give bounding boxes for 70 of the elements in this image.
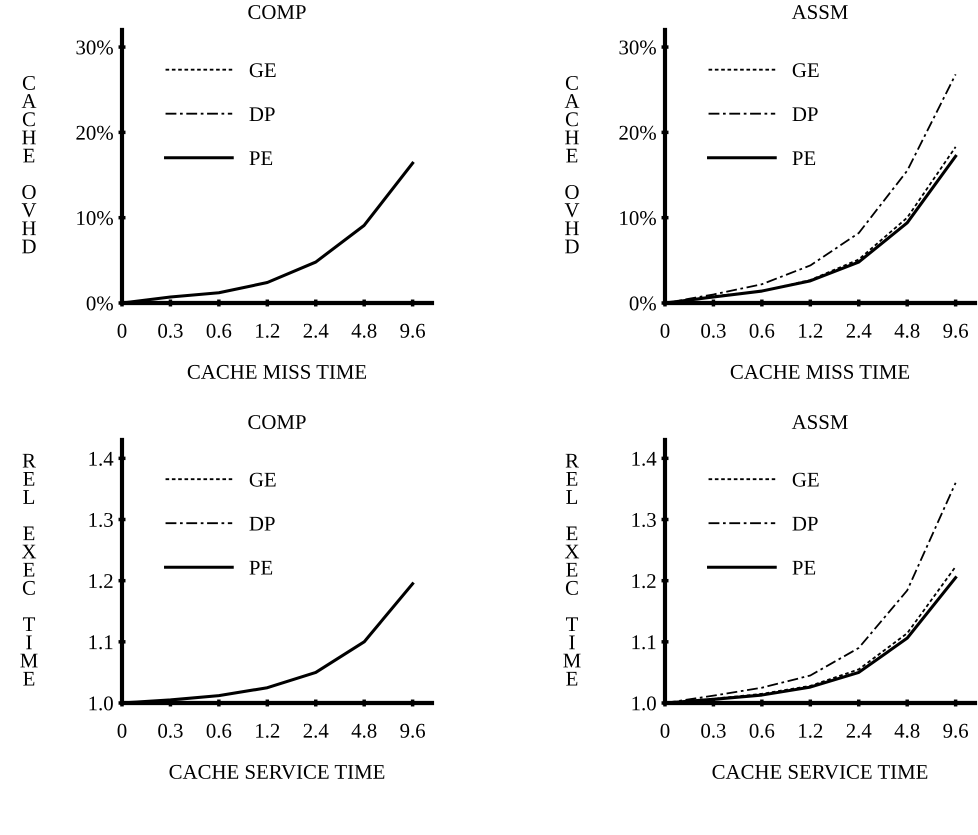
chart-title: COMP: [248, 415, 306, 430]
x-tick-label: 0: [660, 724, 670, 738]
y-tick-label: 0%: [630, 296, 656, 310]
legend-label: PE: [792, 560, 816, 575]
x-tick-label: 4.8: [894, 724, 920, 738]
text: REL EXEC TIME: [20, 454, 38, 686]
x-tick-label: 0.3: [158, 324, 183, 338]
x-tick-label: 2.4: [304, 324, 328, 338]
x-tick-label: 9.6: [400, 724, 426, 738]
x-tick-label: 0.6: [206, 724, 232, 738]
x-tick-label: 4.8: [352, 324, 376, 338]
x-tick-label: 0: [118, 724, 126, 738]
legend-label: DP: [792, 107, 818, 122]
x-tick-label: 1.2: [799, 324, 822, 338]
x-tick-label: 0: [118, 324, 126, 338]
x-tick-label: 4.8: [894, 324, 920, 338]
y-tick-label: 20%: [76, 126, 113, 140]
x-tick-label: 0.3: [701, 324, 726, 338]
y-tick-label: 1.2: [632, 574, 656, 588]
legend-label: DP: [792, 516, 818, 531]
x-tick-label: 4.8: [352, 724, 376, 738]
y-tick-label: 30%: [619, 40, 656, 55]
legend-label: GE: [250, 63, 276, 78]
x-tick-label: 0.6: [206, 324, 232, 338]
chart-title: COMP: [248, 5, 306, 20]
text: CACHE OVHD: [564, 76, 580, 254]
x-axis-title: CACHE MISS TIME: [188, 364, 366, 379]
y-tick-label: 1.0: [632, 696, 656, 711]
y-tick-label: 1.3: [89, 512, 113, 528]
x-tick-label: 1.2: [256, 324, 280, 338]
y-tick-label: 1.4: [89, 452, 114, 466]
x-tick-label: 1.2: [256, 724, 280, 738]
x-axis-title: CACHE SERVICE TIME: [170, 764, 384, 780]
x-tick-label: 0.6: [750, 724, 774, 738]
y-tick-label: 1.0: [89, 696, 113, 711]
x-tick-label: 1.2: [799, 724, 822, 738]
legend-label: DP: [249, 516, 275, 531]
text: CACHE OVHD: [22, 76, 36, 254]
x-tick-label: 0.6: [750, 324, 774, 338]
y-tick-label: 10%: [620, 211, 656, 226]
x-tick-label: 9.6: [943, 324, 968, 338]
x-axis-title: CACHE MISS TIME: [730, 364, 910, 379]
legend-label: GE: [792, 63, 819, 78]
y-tick-label: 1.4: [632, 452, 656, 466]
y-tick-label: 0%: [86, 296, 113, 310]
legend-label: GE: [250, 472, 276, 487]
x-tick-label: 0.3: [158, 724, 183, 738]
x-tick-label: 9.6: [943, 724, 968, 738]
legend-label: GE: [792, 472, 819, 487]
legend-label: PE: [249, 560, 272, 575]
y-tick-label: 1.1: [89, 635, 112, 650]
x-axis-title: CACHE SERVICE TIME: [712, 764, 928, 780]
chart-title: ASSM: [792, 415, 848, 430]
x-tick-label: 0: [660, 324, 670, 338]
x-tick-label: 2.4: [304, 724, 328, 738]
legend-label: PE: [792, 151, 816, 166]
text: REL EXEC TIME: [563, 454, 581, 686]
x-tick-label: 2.4: [846, 324, 872, 338]
y-tick-label: 10%: [77, 211, 113, 226]
y-tick-label: 1.1: [632, 635, 656, 650]
y-tick-label: 20%: [619, 126, 656, 140]
x-tick-label: 9.6: [400, 324, 426, 338]
x-tick-label: 0.3: [701, 724, 726, 738]
y-tick-label: 30%: [76, 40, 113, 55]
y-tick-label: 1.2: [89, 574, 113, 588]
chart-title: ASSM: [792, 5, 848, 20]
legend-label: PE: [249, 151, 272, 166]
y-tick-label: 1.3: [632, 512, 656, 528]
legend-label: DP: [249, 107, 275, 122]
x-tick-label: 2.4: [846, 724, 872, 738]
